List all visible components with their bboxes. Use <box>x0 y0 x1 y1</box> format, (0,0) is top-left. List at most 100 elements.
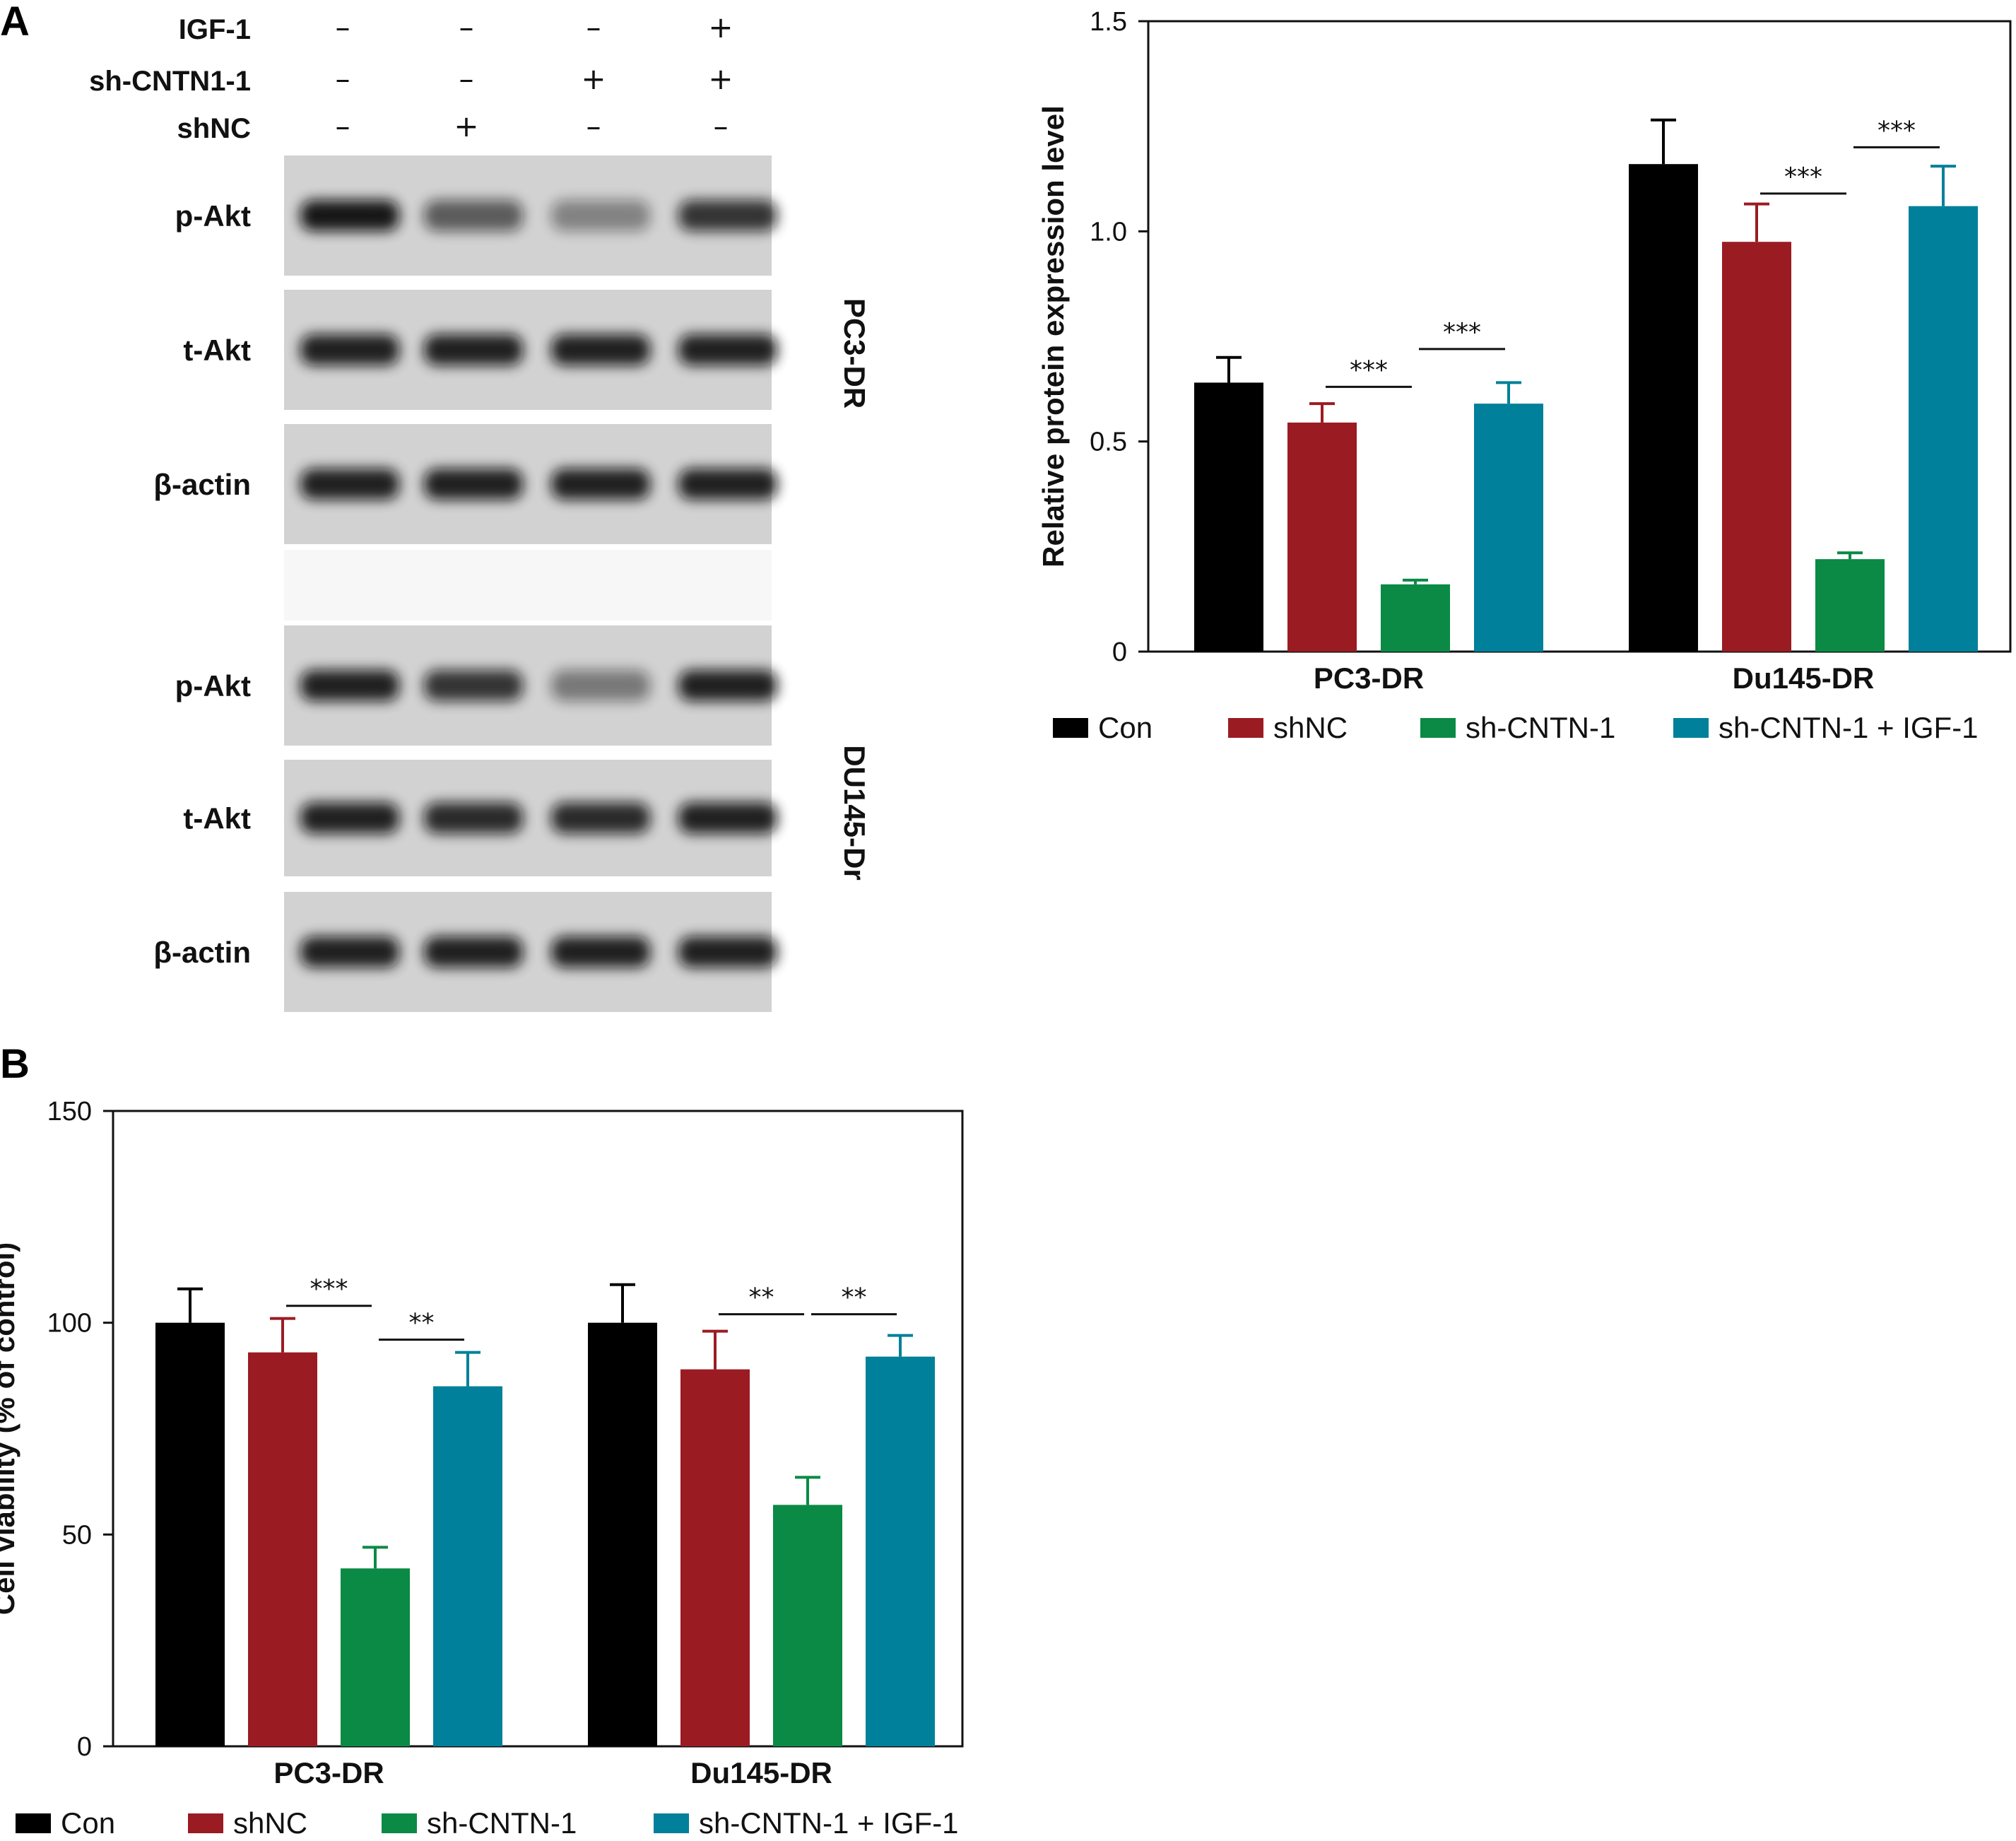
panel-a: A IGF-1 – – – + sh-CNTN1-1 – – + + shNC – + – – p-Akt t-… <box>0 0 871 1012</box>
blot-band <box>678 936 777 967</box>
legend-swatch <box>188 1813 223 1833</box>
significance-label: ** <box>409 1309 435 1338</box>
bar <box>680 1369 750 1746</box>
condition-sign: + <box>454 109 478 143</box>
y-tick-label: 100 <box>47 1309 92 1339</box>
bar <box>433 1386 502 1746</box>
bar <box>1287 422 1357 652</box>
chart-protein-expression: 0 0.5 1.0 1.5 Relative protein expression le… <box>1037 7 2012 744</box>
cell-line-label: DU145-Dr <box>838 745 871 880</box>
condition-sign: – <box>459 61 474 96</box>
blot-band <box>300 469 399 500</box>
legend-label: Con <box>61 1806 115 1840</box>
legend-swatch <box>1228 718 1263 738</box>
plot-frame <box>112 1110 964 1748</box>
category-label: PC3-DR <box>1314 661 1424 695</box>
bar <box>1194 382 1263 652</box>
y-tick-label: 150 <box>47 1097 92 1127</box>
legend-swatch <box>1420 718 1456 738</box>
condition-sign: + <box>581 61 606 96</box>
bar <box>1722 242 1791 652</box>
legend-label: Con <box>1098 711 1153 744</box>
bar <box>155 1322 225 1746</box>
significance-label: ** <box>749 1283 774 1312</box>
blot-band <box>424 200 523 231</box>
bar <box>1909 206 1978 652</box>
bar <box>1815 559 1885 652</box>
legend-swatch <box>382 1813 417 1833</box>
blot-band <box>300 670 399 701</box>
blot-band <box>300 334 399 365</box>
blot-band <box>424 670 523 701</box>
blot-band <box>678 200 777 231</box>
y-axis-title: Cell viability (% of control) <box>0 1242 20 1615</box>
blot-band <box>551 469 650 500</box>
cell-line-label: PC3-DR <box>838 298 871 408</box>
y-tick-label: 1.5 <box>1090 7 1127 37</box>
y-tick-label: 0 <box>1112 637 1127 667</box>
blot-band <box>551 200 650 231</box>
bar <box>248 1352 317 1746</box>
blot-band <box>300 802 399 834</box>
legend-swatch <box>654 1813 689 1833</box>
blot-band <box>678 802 777 834</box>
blot-band <box>300 200 399 231</box>
condition-sign: – <box>336 10 350 45</box>
bar <box>341 1568 410 1746</box>
blot-band <box>300 936 399 967</box>
condition-sign: – <box>586 109 601 143</box>
condition-label: sh-CNTN1-1 <box>89 66 251 97</box>
legend-label: shNC <box>1273 711 1348 744</box>
band-label: p-Akt <box>175 199 251 233</box>
blot-band <box>678 670 777 701</box>
blot-band <box>424 936 523 967</box>
blot-band <box>551 936 650 967</box>
legend-label: sh-CNTN-1 + IGF-1 <box>1719 711 1979 744</box>
legend-label: sh-CNTN-1 + IGF-1 <box>699 1806 959 1840</box>
y-axis-title: Relative protein expression level <box>1037 105 1070 567</box>
band-label: t-Akt <box>183 334 251 367</box>
legend-label: shNC <box>233 1806 307 1840</box>
condition-sign: – <box>714 109 729 143</box>
blot-band <box>551 334 650 365</box>
bar <box>866 1356 935 1746</box>
band-label: t-Akt <box>183 802 251 835</box>
band-label: β-actin <box>153 936 251 969</box>
legend-swatch <box>16 1813 51 1833</box>
band-label: β-actin <box>153 468 251 501</box>
blot-band <box>424 469 523 500</box>
condition-sign: – <box>586 10 601 45</box>
significance-label: *** <box>1784 163 1822 192</box>
blot-band <box>424 802 523 834</box>
legend-label: sh-CNTN-1 <box>1466 711 1615 744</box>
category-label: Du145-DR <box>1733 661 1875 695</box>
condition-sign: – <box>336 109 350 143</box>
y-tick-label: 1.0 <box>1090 217 1127 247</box>
significance-label: *** <box>1443 318 1481 347</box>
condition-sign: – <box>336 61 350 96</box>
legend-swatch <box>1673 718 1709 738</box>
y-tick-label: 0.5 <box>1090 428 1127 457</box>
blot-band <box>424 334 523 365</box>
category-label: PC3-DR <box>273 1756 384 1789</box>
blot-band <box>678 469 777 500</box>
plot-frame <box>1147 20 2012 653</box>
condition-sign: + <box>708 10 733 45</box>
condition-label: IGF-1 <box>179 14 251 45</box>
blot-band <box>551 670 650 701</box>
blot-band <box>551 802 650 834</box>
category-label: Du145-DR <box>690 1756 832 1789</box>
significance-label: *** <box>310 1275 348 1304</box>
panel-letter-a: A <box>0 0 30 45</box>
significance-label: *** <box>1350 355 1388 384</box>
band-label: p-Akt <box>175 669 251 702</box>
blot-band <box>678 334 777 365</box>
condition-sign: – <box>459 10 474 45</box>
chart-cell-viability: 0 50 100 150 Cell viability (% of control) PC… <box>0 1097 964 1840</box>
condition-label: shNC <box>177 113 251 144</box>
panel-letter-b: B <box>0 1041 30 1087</box>
blot-gap <box>284 550 772 620</box>
significance-label: ** <box>842 1283 867 1312</box>
bar <box>1629 164 1698 652</box>
